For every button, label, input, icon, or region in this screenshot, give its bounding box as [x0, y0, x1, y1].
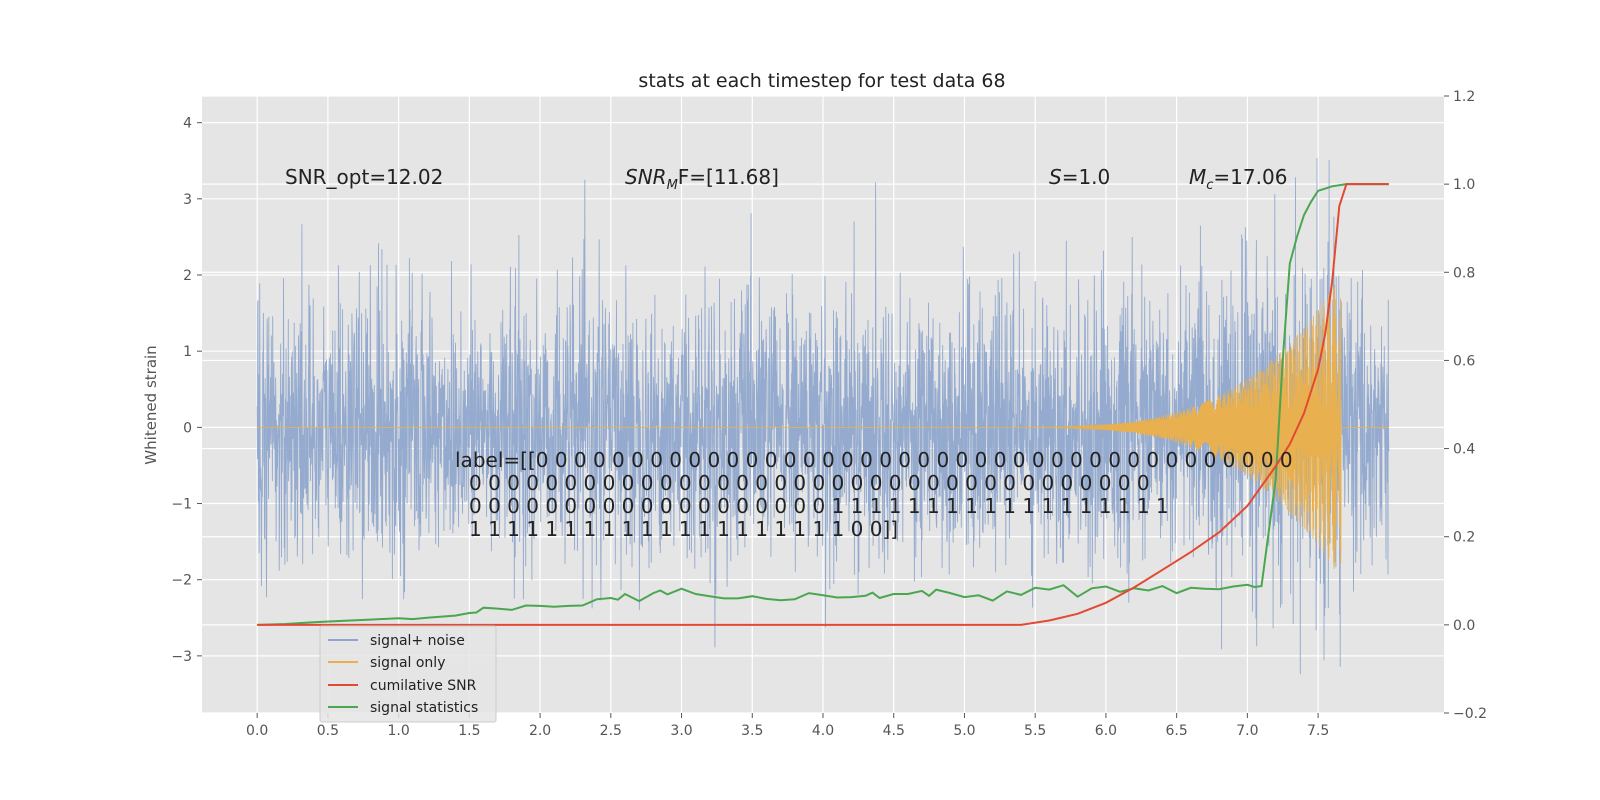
y-tick-label-right: 1.2 — [1453, 89, 1475, 105]
label-line-2: 0 0 0 0 0 0 0 0 0 0 0 0 0 0 0 0 0 0 0 0 … — [469, 471, 1150, 495]
annotation-mc-rest: =17.06 — [1213, 165, 1287, 189]
x-tick-label: 5.0 — [953, 723, 975, 739]
x-tick-label: 1.0 — [387, 723, 409, 739]
annotation-snr-mf-main: SNR — [625, 165, 667, 189]
x-tick-label: 6.0 — [1095, 723, 1117, 739]
x-tick-label: 4.5 — [883, 723, 905, 739]
label-line-1: label=[[0 0 0 0 0 0 0 0 0 0 0 0 0 0 0 0 … — [455, 448, 1293, 472]
y-tick-label-right: 0.2 — [1453, 530, 1475, 546]
legend-box — [319, 625, 497, 723]
x-tick-label: 0.5 — [317, 723, 339, 739]
annotation-s: S=1.0 — [1049, 165, 1110, 189]
annotation-snr-opt: SNR_opt=12.02 — [285, 165, 443, 189]
annotation-mc-main: M — [1189, 165, 1206, 189]
y-tick-label-left: 2 — [183, 268, 192, 284]
legend: signal+ noise signal only cumilative SNR… — [319, 625, 497, 723]
annotation-snr-mf-rest: F=[11.68] — [678, 165, 779, 189]
series-signal-only-line — [257, 286, 1389, 570]
plot-area — [256, 157, 1390, 675]
legend-label-cumulative-snr: cumilative SNR — [370, 678, 477, 694]
annotation-s-rest: =1.0 — [1062, 165, 1111, 189]
x-tick-label: 3.0 — [670, 723, 692, 739]
y-tick-label-left: −3 — [171, 649, 192, 665]
x-tick-label: 1.5 — [458, 723, 480, 739]
x-tick-label: 4.0 — [812, 723, 834, 739]
x-tick-label: 2.0 — [529, 723, 551, 739]
annotation-snr-mf: SNRMF=[11.68] — [625, 165, 779, 193]
x-tick-label: 5.5 — [1024, 723, 1046, 739]
y-tick-label-left: 3 — [183, 192, 192, 208]
label-line-3: 0 0 0 0 0 0 0 0 0 0 0 0 0 0 0 0 0 0 0 1 … — [469, 494, 1169, 518]
x-tick-label: 7.0 — [1236, 723, 1258, 739]
legend-label-signal-noise: signal+ noise — [370, 633, 465, 649]
series-signal-statistics-line — [257, 183, 1389, 626]
annotation-mc-sub: c — [1206, 178, 1213, 193]
annotation-mc: Mc=17.06 — [1189, 165, 1287, 193]
legend-label-signal-only: signal only — [370, 655, 445, 671]
x-tick-label: 2.5 — [600, 723, 622, 739]
y-tick-label-left: 1 — [183, 344, 192, 360]
y-tick-label-right: 0.8 — [1453, 265, 1475, 281]
y-tick-label-right: −0.2 — [1453, 706, 1487, 722]
legend-label-signal-statistics: signal statistics — [370, 700, 478, 716]
x-tick-label: 7.5 — [1307, 723, 1329, 739]
y-tick-label-left: −2 — [171, 573, 192, 589]
x-tick-label: 0.0 — [246, 723, 268, 739]
y-tick-label-right: 0.4 — [1453, 442, 1475, 458]
x-tick-label: 3.5 — [741, 723, 763, 739]
annotation-snr-mf-sub: M — [667, 178, 678, 193]
y-axis-label: Whitened strain — [142, 345, 160, 464]
x-tick-label: 6.5 — [1166, 723, 1188, 739]
series-cumulative-snr-line — [257, 183, 1389, 626]
series-signal-noise-line — [256, 157, 1390, 675]
y-tick-label-left: 0 — [183, 420, 192, 436]
annotation-s-main: S — [1049, 165, 1062, 189]
chart-title: stats at each timestep for test data 68 — [638, 70, 1005, 92]
y-tick-label-left: −1 — [171, 497, 192, 513]
label-line-4: 1 1 1 1 1 1 1 1 1 1 1 1 1 1 1 1 1 1 1 1 … — [469, 517, 898, 541]
ticks: 0.0 0.5 1.0 1.5 2.0 2.5 3.0 3.5 4.0 4.5 5.0 5.5 6.0 6… — [171, 89, 1487, 739]
y-tick-label-right: 1.0 — [1453, 177, 1475, 193]
y-tick-label-left: 4 — [183, 116, 192, 132]
y-tick-label-right: 0.6 — [1453, 353, 1475, 369]
y-tick-label-right: 0.0 — [1453, 618, 1475, 634]
